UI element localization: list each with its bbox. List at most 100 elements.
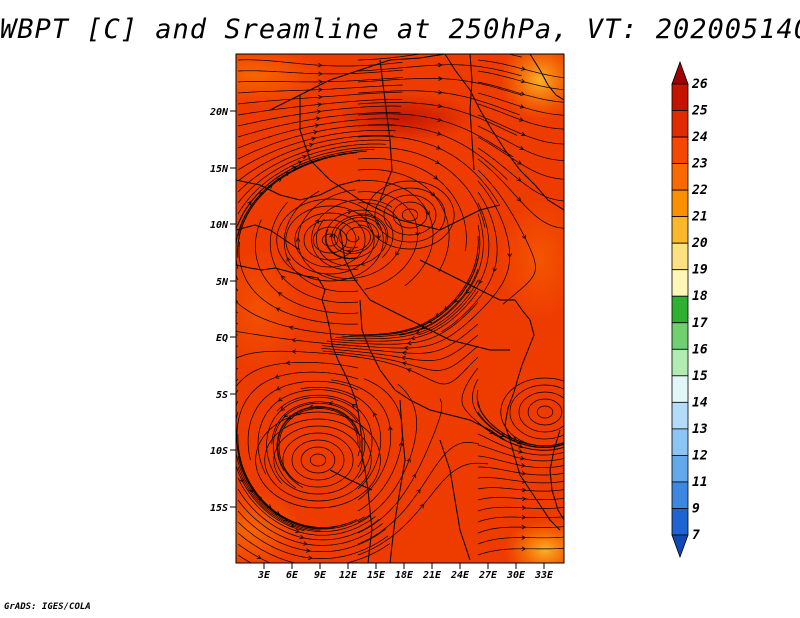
streamline <box>328 353 479 385</box>
streamline-arrow <box>403 345 409 351</box>
colorbar-label: 16 <box>692 342 708 357</box>
streamline-arrow <box>516 440 522 445</box>
streamline <box>477 81 564 103</box>
streamline-arrow <box>317 102 323 107</box>
streamline-arrow <box>314 123 320 128</box>
vortex-ring <box>383 194 437 236</box>
vortex-ring <box>282 432 354 488</box>
vortex-ring <box>527 398 563 426</box>
colorbar-swatch <box>671 455 689 483</box>
colorbar-label: 13 <box>692 422 708 437</box>
streamline-arrow <box>395 251 400 257</box>
colorbar-swatch <box>671 295 689 324</box>
colorbar-label: 12 <box>692 448 708 463</box>
colorbar-swatch <box>671 481 689 509</box>
colorbar-swatch <box>671 83 689 111</box>
streamline <box>477 114 564 145</box>
vortex-ring <box>401 208 419 222</box>
streamline-arrow <box>303 541 308 546</box>
streamline-arrow <box>412 473 417 479</box>
streamline <box>341 268 479 338</box>
streamline-arrow <box>437 117 443 122</box>
streamline-arrow <box>436 131 442 136</box>
streamline <box>236 422 335 529</box>
streamline <box>477 444 564 462</box>
streamline-arrow <box>518 449 524 454</box>
colorbar-label: 24 <box>691 130 708 145</box>
streamline-arrow <box>435 159 440 165</box>
streamline-arrow <box>521 535 527 540</box>
colorbar-label: 22 <box>691 183 708 198</box>
streamline <box>237 521 389 559</box>
vortex-ring <box>294 212 366 268</box>
streamline <box>477 526 564 534</box>
colorbar-label: 7 <box>692 528 700 543</box>
streamline-arrow <box>313 130 318 135</box>
streamline <box>477 125 564 161</box>
lon-label-24e: 24E <box>450 563 470 581</box>
streamline <box>357 158 467 252</box>
vortex-ring <box>509 384 564 440</box>
streamline-arrow <box>406 368 412 373</box>
streamline-arrow <box>415 231 420 237</box>
streamline <box>237 139 390 193</box>
streamline <box>236 157 319 281</box>
streamline <box>316 213 389 267</box>
lat-label-15n: 15N <box>210 164 236 175</box>
streamline <box>237 118 400 149</box>
streamline-arrow <box>277 397 283 402</box>
streamline <box>478 466 564 476</box>
streamline-arrow <box>419 503 425 509</box>
streamline <box>321 334 479 361</box>
streamline-arrow <box>437 103 443 109</box>
streamline-arrow <box>281 275 286 280</box>
streamline <box>236 299 239 303</box>
streamline <box>236 311 239 314</box>
streamline-arrow <box>318 79 323 85</box>
colorbar-label: 25 <box>691 104 708 119</box>
streamline <box>477 147 564 202</box>
streamline <box>236 411 321 531</box>
vortex-ring <box>365 180 455 250</box>
streamline <box>237 477 376 536</box>
streamline-arrow <box>518 444 524 449</box>
vortex-ring <box>518 391 564 433</box>
colorbar-label: 17 <box>692 316 708 331</box>
svg-text:6E: 6E <box>286 570 299 581</box>
streamline <box>322 345 479 371</box>
streamline <box>238 241 359 325</box>
streamline <box>477 455 564 469</box>
streamline <box>236 367 239 370</box>
streamline <box>477 433 564 456</box>
streamline-arrow <box>438 62 443 68</box>
streamline <box>331 379 392 501</box>
streamline <box>237 455 365 530</box>
streamline <box>236 331 359 347</box>
streamline <box>477 422 564 451</box>
colorbar-swatch <box>671 136 689 164</box>
streamline <box>357 113 514 158</box>
svg-text:20N: 20N <box>209 107 229 118</box>
streamline-arrow <box>288 325 294 331</box>
map-frame <box>235 53 565 564</box>
streamline <box>277 406 359 488</box>
streamline-arrow <box>308 555 313 561</box>
streamline <box>236 389 239 394</box>
vortex-ring <box>536 405 554 419</box>
streamline-arrow <box>295 237 301 242</box>
streamline-arrow <box>308 404 314 410</box>
streamline <box>236 400 305 532</box>
streamline <box>266 396 359 484</box>
streamline-arrow <box>436 145 441 150</box>
streamline <box>237 543 272 563</box>
streamline-arrow <box>406 340 412 346</box>
streamline-arrow <box>401 350 407 356</box>
streamline-arrow <box>247 200 252 206</box>
colorbar-label: 21 <box>691 210 708 225</box>
streamline-arrow <box>285 360 291 366</box>
lon-label-21e: 21E <box>422 563 442 581</box>
streamline <box>357 64 522 77</box>
streamline <box>330 290 479 342</box>
streamline-arrow <box>315 116 321 121</box>
streamline-arrow <box>521 66 526 71</box>
